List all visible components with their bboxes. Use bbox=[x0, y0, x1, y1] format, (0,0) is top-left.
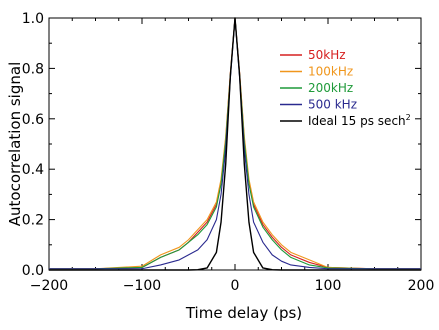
series-group bbox=[49, 17, 421, 271]
x-tick-label: −100 bbox=[123, 278, 161, 294]
x-tick-label: 200 bbox=[408, 278, 435, 294]
x-tick-label: 0 bbox=[231, 278, 240, 294]
legend-label-1: 100kHz bbox=[308, 65, 353, 79]
series-line-0 bbox=[49, 17, 421, 270]
axes-frame bbox=[48, 17, 422, 271]
y-tick-label: 0.8 bbox=[22, 61, 44, 77]
ticks-group: −200 −100 0 100 200 0.0 0.2 0.4 0.6 0.8 1.0 bbox=[22, 11, 435, 294]
series-line-1 bbox=[49, 17, 421, 270]
x-tick-label: −200 bbox=[30, 278, 68, 294]
y-tick-label: 0.0 bbox=[22, 263, 44, 279]
x-axis-label: Time delay (ps) bbox=[185, 304, 302, 322]
y-tick-label: 1.0 bbox=[22, 11, 44, 27]
series-line-3 bbox=[49, 17, 421, 270]
plot-frame bbox=[48, 17, 422, 271]
x-tick-label: 100 bbox=[315, 278, 342, 294]
legend-label-4: Ideal 15 ps sech2 bbox=[308, 113, 411, 128]
legend-label-3: 500 kHz bbox=[308, 98, 357, 112]
series-line-2 bbox=[49, 17, 421, 270]
series-line-4 bbox=[49, 17, 421, 271]
y-tick-label: 0.2 bbox=[22, 213, 44, 229]
legend-label-superscript: 2 bbox=[406, 113, 411, 122]
y-tick-label: 0.6 bbox=[22, 112, 44, 128]
legend-label-2: 200kHz bbox=[308, 81, 353, 95]
y-axis-label: Autocorrelation signal bbox=[6, 62, 24, 226]
legend-label-0: 50kHz bbox=[308, 48, 346, 62]
y-tick-label: 0.4 bbox=[22, 162, 44, 178]
